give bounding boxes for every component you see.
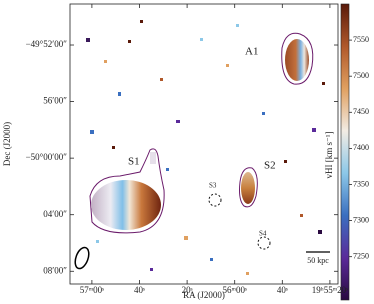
label-s4: S4 <box>259 230 267 238</box>
x-tick-label: 40ˢ <box>134 285 145 295</box>
colorbar-tick-label: 7550 <box>353 35 369 44</box>
galaxy-s1 <box>91 180 161 230</box>
colorbar-tick-label: 7350 <box>353 179 369 188</box>
label-s3: S3 <box>209 182 217 190</box>
s4-marker <box>257 236 271 250</box>
x-axis-label: RA (J2000) <box>183 290 225 300</box>
x-tick-label: 20ˢ <box>182 285 193 295</box>
beam <box>74 246 90 270</box>
label-a1: A1 <box>245 46 258 58</box>
colorbar-tick-label: 7250 <box>353 252 369 261</box>
colorbar-tick-label: 7300 <box>353 215 369 224</box>
x-tick-label: 40ˢ <box>277 285 288 295</box>
contour <box>89 148 165 234</box>
galaxy-a1 <box>285 39 309 81</box>
galaxy-s2 <box>241 172 255 204</box>
scale-label: 50 kpc <box>307 256 329 265</box>
colorbar <box>340 3 350 301</box>
x-tick-label: 57ᵐ00ˢ <box>80 285 104 295</box>
colorbar-tick-label: 7450 <box>353 107 369 116</box>
colorbar-label: vHI [km s⁻¹] <box>324 132 334 179</box>
y-tick-label: −49°52′00″ <box>26 39 68 49</box>
galaxy-s1-tail <box>150 152 156 164</box>
x-tick-label: 19ʰ55ᵐ20ˢ <box>312 285 348 295</box>
contour <box>281 32 314 85</box>
y-tick-label: 08′00″ <box>43 265 67 275</box>
colorbar-tick-label: 7400 <box>353 143 369 152</box>
plot-frame <box>69 3 339 285</box>
noise-pixels <box>86 20 325 275</box>
y-tick-label: 04′00″ <box>43 209 67 219</box>
contour <box>239 167 258 208</box>
colorbar-tick-label: 7500 <box>353 71 369 80</box>
sky-image <box>70 4 338 284</box>
y-tick-label: −50°00′00″ <box>26 152 68 162</box>
x-tick-label: 56ᵐ00ˢ <box>223 285 247 295</box>
y-tick-label: 56′00″ <box>43 96 67 106</box>
label-s1: S1 <box>128 156 140 168</box>
label-s2: S2 <box>264 160 276 172</box>
y-axis-label: Dec (J2000) <box>2 122 12 166</box>
s3-marker <box>208 193 222 207</box>
